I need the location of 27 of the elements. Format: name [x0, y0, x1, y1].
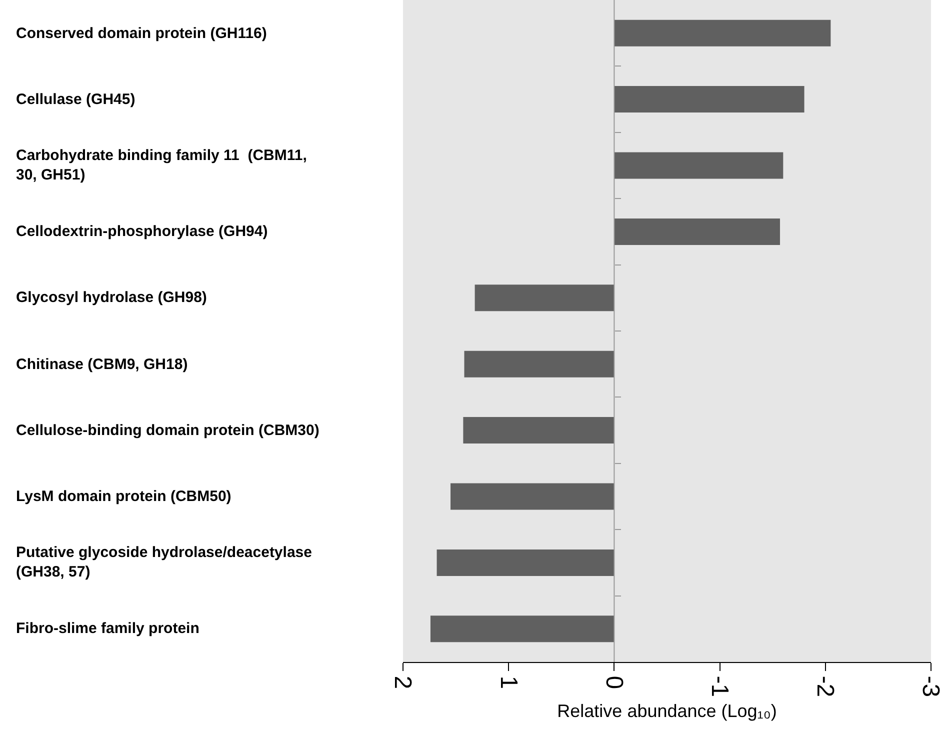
y-tick-label: Conserved domain protein (GH116)	[16, 25, 267, 42]
bar	[614, 218, 780, 245]
bar	[614, 152, 784, 179]
y-tick-label: Cellodextrin-phosphorylase (GH94)	[16, 223, 268, 240]
y-tick-label: Fibro-slime family protein	[16, 620, 200, 637]
x-tick-label: 1	[494, 676, 522, 690]
x-axis-title: Relative abundance (Log₁₀)	[557, 701, 777, 722]
y-tick-label: Cellulose-binding domain protein (CBM30)	[16, 422, 320, 439]
y-tick-label: Glycosyl hydrolase (GH98)	[16, 289, 207, 306]
x-tick-label: 0	[600, 676, 628, 690]
bar	[463, 417, 614, 444]
y-tick-label: Cellulase (GH45)	[16, 91, 136, 108]
bar	[614, 86, 804, 113]
bar	[464, 350, 614, 378]
bar	[474, 284, 614, 312]
y-tick-label: Chitinase (CBM9, GH18)	[16, 356, 188, 373]
bar	[430, 616, 614, 642]
x-tick-label: -1	[706, 676, 733, 698]
x-tick-label: 2	[389, 676, 416, 690]
x-tick-label: -3	[917, 676, 944, 698]
bar	[614, 20, 831, 46]
y-tick-label: Carbohydrate binding family 11 (CBM11, 30, GH51)	[16, 147, 307, 184]
y-tick-label: LysM domain protein (CBM50)	[16, 488, 232, 505]
y-tick-label: Putative glycoside hydrolase/deacetylase (GH38, 57)	[16, 544, 312, 580]
x-tick-label: -2	[812, 676, 839, 698]
bar	[450, 483, 614, 510]
bar	[436, 549, 614, 576]
